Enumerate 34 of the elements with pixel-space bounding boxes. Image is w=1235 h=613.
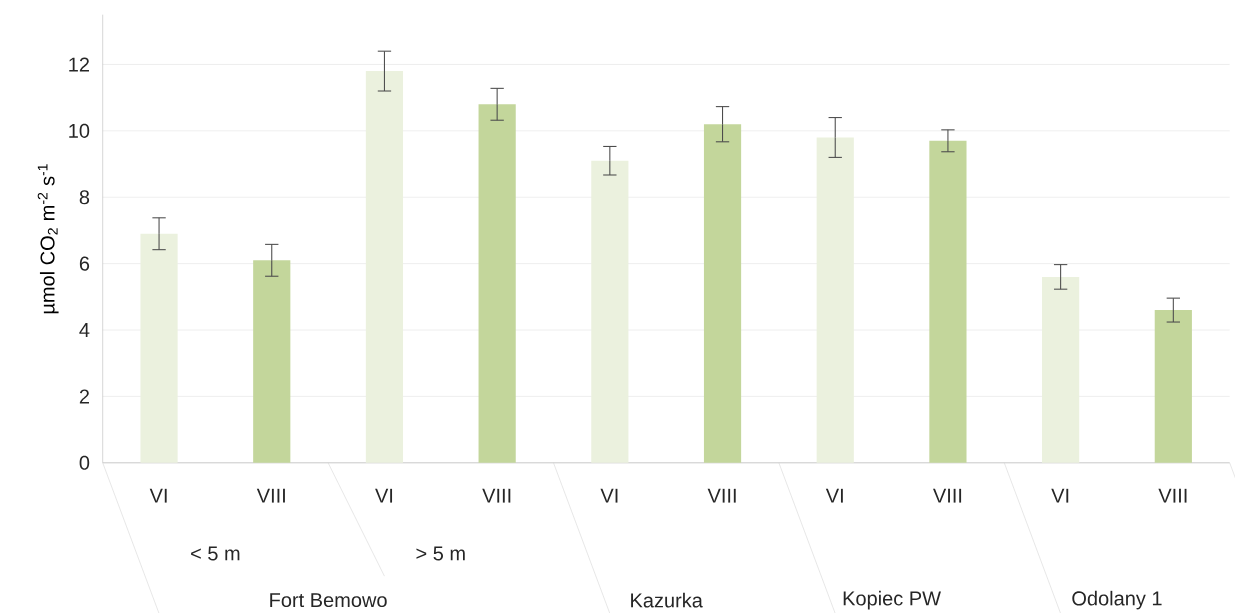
y-tick-label: 6: [79, 256, 90, 271]
bar: [929, 140, 967, 463]
text: Odolany 1: [1072, 590, 1162, 610]
bar: [478, 104, 516, 463]
y-tick-label: 12: [69, 57, 89, 72]
y-tick-label: 10: [69, 123, 90, 138]
y-tick-label: 8: [79, 189, 90, 205]
bar: [1042, 276, 1080, 463]
x-tick-label: VIII: [1158, 488, 1187, 503]
text: Fort Bemowo: [270, 592, 387, 607]
y-axis-title: µmol CO$_{2}$ m$^{-2}$ s$^{-1}$: [37, 163, 59, 314]
bar: [591, 160, 629, 463]
text: Kopiec PW: [843, 590, 941, 610]
bar: [140, 233, 178, 463]
x-tick-label: VI: [149, 488, 167, 503]
bar: [816, 137, 854, 463]
x-tick-label: VIII: [256, 488, 285, 503]
x-tick-label: VIII: [707, 488, 736, 503]
x-tick-label: VI: [600, 488, 618, 503]
y-tick-label: 4: [79, 322, 90, 337]
bar: [253, 260, 291, 463]
bar: [703, 123, 742, 463]
text: < 5 m: [191, 546, 240, 561]
x-tick-label: VI: [825, 488, 843, 503]
x-tick-label: VIII: [933, 488, 962, 503]
bar: [1154, 309, 1192, 463]
x-tick-label: VIII: [482, 488, 511, 503]
x-tick-label: VI: [375, 488, 393, 503]
x-tick-label: VI: [1051, 488, 1069, 503]
text: Kazurka: [631, 592, 703, 608]
bar: [365, 70, 404, 463]
text: > 5 m: [416, 546, 465, 561]
y-tick-label: 0: [79, 455, 90, 470]
y-tick-label: 2: [79, 389, 89, 404]
